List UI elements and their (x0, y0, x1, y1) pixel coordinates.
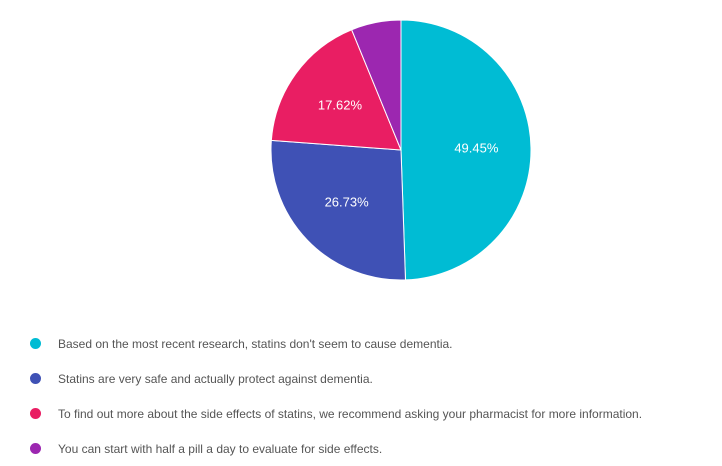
legend-marker-icon (30, 338, 41, 349)
legend-label: Based on the most recent research, stati… (58, 336, 453, 351)
legend: Based on the most recent research, stati… (30, 326, 642, 466)
slice-data-label: 26.73% (325, 194, 370, 209)
pie-slice[interactable] (350, 19, 402, 151)
legend-label: You can start with half a pill a day to … (58, 441, 383, 456)
legend-item[interactable]: To find out more about the side effects … (30, 396, 642, 431)
legend-item[interactable]: You can start with half a pill a day to … (30, 431, 642, 466)
legend-marker-icon (30, 443, 41, 454)
legend-marker-icon (30, 373, 41, 384)
legend-label: Statins are very safe and actually prote… (58, 371, 373, 386)
legend-item[interactable]: Statins are very safe and actually prote… (30, 361, 642, 396)
pie-slice[interactable] (270, 29, 402, 151)
pie-slice[interactable] (400, 19, 532, 281)
pie-plot: 49.45% 26.73% 17.62% (270, 19, 532, 281)
legend-marker-icon (30, 408, 41, 419)
slice-data-label: 17.62% (318, 98, 363, 113)
pie-slice[interactable] (270, 139, 407, 281)
slice-data-label: 49.45% (454, 141, 499, 156)
legend-label: To find out more about the side effects … (58, 406, 643, 421)
legend-item[interactable]: Based on the most recent research, stati… (30, 326, 642, 361)
